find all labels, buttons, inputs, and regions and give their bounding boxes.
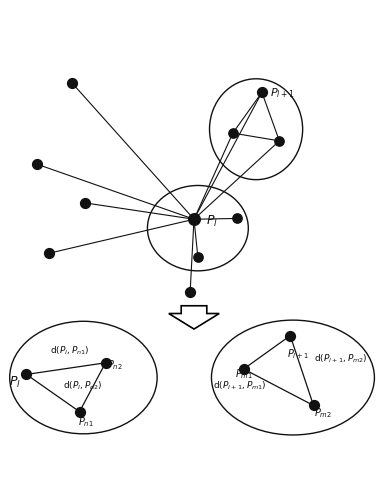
Text: d$(P_l,P_{n1})$: d$(P_l,P_{n1})$ bbox=[50, 345, 89, 357]
Point bbox=[45, 250, 52, 257]
Point bbox=[276, 137, 282, 145]
Text: $P_{n1}$: $P_{n1}$ bbox=[78, 415, 94, 429]
Text: d$(P_l,P_{n2})$: d$(P_l,P_{n2})$ bbox=[63, 380, 102, 392]
Text: $P_l$: $P_l$ bbox=[206, 214, 218, 229]
Point bbox=[241, 365, 247, 373]
Point bbox=[191, 215, 197, 223]
Text: $P_{l+1}$: $P_{l+1}$ bbox=[270, 87, 294, 100]
Point bbox=[259, 88, 265, 96]
Text: $P_{l+1}$: $P_{l+1}$ bbox=[287, 347, 309, 361]
Text: d$(P_{l+1},P_{m2})$: d$(P_{l+1},P_{m2})$ bbox=[314, 353, 367, 365]
Point bbox=[187, 288, 193, 296]
Point bbox=[69, 79, 75, 87]
Text: $P_{n2}$: $P_{n2}$ bbox=[107, 358, 123, 372]
Text: $P_{m2}$: $P_{m2}$ bbox=[314, 406, 333, 420]
Point bbox=[195, 253, 201, 261]
Text: $P_l$: $P_l$ bbox=[9, 375, 21, 390]
Text: $P_{m1}$: $P_{m1}$ bbox=[235, 368, 253, 381]
Point bbox=[76, 408, 83, 416]
Point bbox=[34, 160, 40, 168]
Polygon shape bbox=[169, 306, 219, 329]
Text: d$(P_{l+1},P_{m1})$: d$(P_{l+1},P_{m1})$ bbox=[213, 380, 266, 392]
Point bbox=[234, 215, 240, 223]
Point bbox=[82, 199, 88, 207]
Point bbox=[287, 332, 293, 340]
Point bbox=[310, 402, 317, 410]
Point bbox=[23, 370, 29, 378]
Point bbox=[102, 359, 109, 367]
Point bbox=[230, 129, 236, 137]
